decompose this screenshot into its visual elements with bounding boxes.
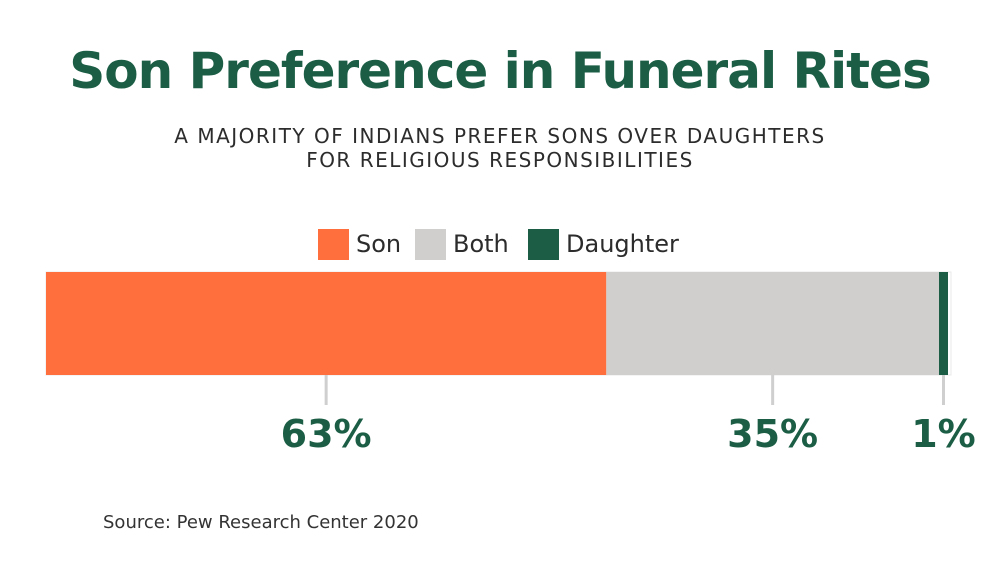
legend-label-both: Both bbox=[453, 230, 509, 258]
legend-swatch-son bbox=[318, 229, 349, 260]
legend-label-son: Son bbox=[356, 230, 401, 258]
legend-swatch-daughter bbox=[528, 229, 559, 260]
legend: Son Both Daughter bbox=[318, 229, 679, 260]
bar-track bbox=[45, 271, 952, 376]
bar-segment-son bbox=[46, 272, 607, 375]
legend-label-daughter: Daughter bbox=[566, 230, 679, 258]
value-label-daughter: 1% bbox=[911, 412, 976, 456]
chart-title: Son Preference in Funeral Rites bbox=[69, 42, 931, 100]
value-labels: 63% 35% 1% bbox=[281, 412, 976, 456]
value-connectors bbox=[324, 375, 945, 405]
value-label-son: 63% bbox=[281, 412, 372, 456]
chart-subtitle: A MAJORITY OF INDIANS PREFER SONS OVER D… bbox=[174, 124, 826, 172]
bar-segment-daughter bbox=[939, 272, 948, 375]
source-note: Source: Pew Research Center 2020 bbox=[103, 512, 419, 533]
value-label-both: 35% bbox=[727, 412, 818, 456]
legend-swatch-both bbox=[415, 229, 446, 260]
bar-segment-both bbox=[606, 272, 939, 375]
